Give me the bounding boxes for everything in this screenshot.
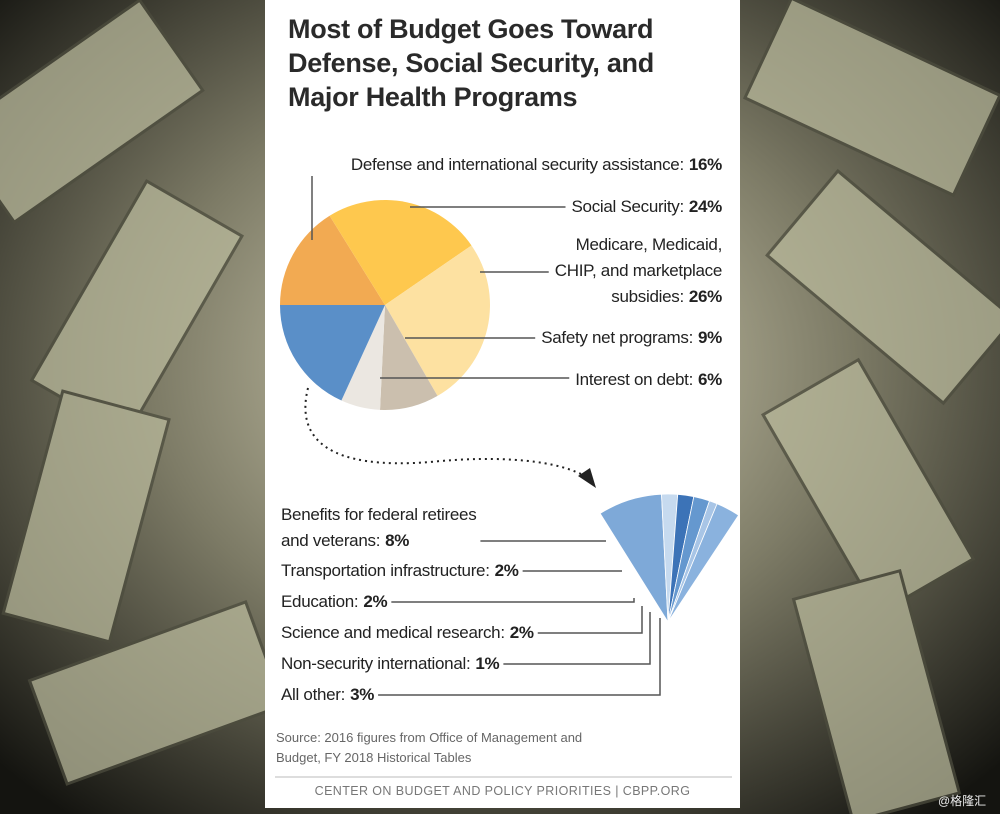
pie-slice [380,305,438,410]
category-name: Social Security: [571,197,685,216]
value-label: 2% [363,592,388,611]
pie-slice [329,199,472,305]
value-label: 2% [509,623,534,642]
value-label: 24% [688,197,722,216]
category-name: Non-security international: [281,654,471,673]
category-name: Science and medical research: [281,623,505,642]
slice-label: Safety net programs: 9% [541,325,722,351]
slice-label: Benefits for federal retirees and vetera… [281,502,477,554]
leader-line [391,598,635,603]
arrow-head [578,468,596,488]
value-label: 9% [698,328,722,347]
pie-slice [385,245,491,396]
slice-label: Science and medical research: 2% [281,620,534,646]
value-label: 1% [475,654,500,673]
white-panel [265,0,740,808]
source-note: Source: 2016 figures from Office of Mana… [276,730,583,765]
category-name: Benefits for federal retirees and vetera… [281,505,477,550]
fan-slice [667,503,740,623]
category-name: Safety net programs: [541,328,694,347]
category-name: Transportation infrastructure: [281,561,490,580]
chart-title: Most of Budget Goes Toward Defense, Soci… [288,14,654,112]
slice-label: Medicare, Medicaid, CHIP, and marketplac… [554,232,723,310]
category-name: Defense and international security assis… [350,155,684,174]
slice-label: Non-security international: 1% [281,651,500,677]
slice-label: Interest on debt: 6% [575,367,722,393]
category-name: Medicare, Medicaid, CHIP, and marketplac… [554,235,723,306]
value-label: 6% [698,370,722,389]
slice-label: Education: 2% [281,589,388,615]
value-label: 16% [688,155,722,174]
pie-slice [341,305,385,410]
value-label: 8% [385,531,410,550]
category-name: All other: [281,685,346,704]
pie-slice [280,215,385,305]
fan-slice [599,493,669,624]
footer: CENTER ON BUDGET AND POLICY PRIORITIES |… [314,784,691,798]
value-label: 3% [350,685,375,704]
slice-label: Social Security: 24% [571,194,723,220]
leader-line [503,612,651,665]
leader-line [537,606,643,634]
leader-line [378,618,661,696]
pie-slice-other [280,305,385,401]
value-label: 2% [494,561,519,580]
category-name: Education: [281,592,359,611]
watermark: @格隆汇 [938,794,987,808]
slice-label: Defense and international security assis… [351,152,722,178]
value-label: 26% [688,287,722,306]
slice-label: Transportation infrastructure: 2% [281,558,519,584]
category-name: Interest on debt: [575,370,694,389]
slice-label: All other: 3% [281,682,374,708]
